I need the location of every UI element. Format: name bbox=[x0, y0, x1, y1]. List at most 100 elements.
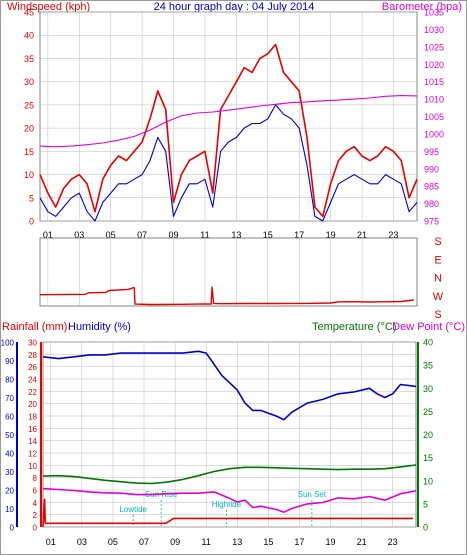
rainfall-tick: 22 bbox=[28, 388, 37, 397]
rainfall-tick: 2 bbox=[33, 511, 38, 520]
barometer-tick: 995 bbox=[424, 147, 439, 157]
rainfall-tick: 8 bbox=[33, 474, 38, 483]
wind-hour-tick-labels: 01 03 05 07 09 11 13 15 17 19 21 23 bbox=[43, 230, 399, 240]
barometer-tick: 1025 bbox=[424, 42, 444, 52]
rainfall-tick: 18 bbox=[28, 413, 37, 422]
wind-direction-plot-area bbox=[39, 237, 418, 307]
windspeed-tick: 35 bbox=[24, 54, 34, 64]
wind-hour-tick: 05 bbox=[106, 230, 116, 240]
rainfall-tick: 20 bbox=[28, 400, 37, 409]
dewpoint-axis-label: Dew Point (°C) bbox=[392, 321, 465, 333]
rain-humidity-temperature-series bbox=[42, 350, 417, 528]
humidity-tick: 100 bbox=[1, 339, 15, 348]
wind-hour-tick: 23 bbox=[388, 230, 398, 240]
compass-label-n: N bbox=[434, 273, 442, 285]
barometer-tick: 990 bbox=[424, 164, 439, 174]
compass-label-w: W bbox=[433, 291, 444, 303]
barometer-tick: 985 bbox=[424, 182, 439, 192]
rain-hour-tick: 21 bbox=[357, 537, 367, 547]
wind-hour-tick: 19 bbox=[326, 230, 336, 240]
compass-label-e: E bbox=[434, 254, 441, 266]
rain-hour-tick: 13 bbox=[232, 537, 242, 547]
windspeed-tick: 10 bbox=[24, 170, 34, 180]
annotation-label: Lowtide bbox=[119, 505, 147, 514]
rain-hour-tick: 15 bbox=[263, 537, 273, 547]
humidity-tick: 90 bbox=[5, 357, 14, 366]
temperature-tick: 5 bbox=[423, 499, 428, 509]
rainfall-axis-label: Rainfall (mm) bbox=[2, 321, 67, 333]
wind-direction-grid bbox=[47, 238, 394, 306]
rainfall-tick: 24 bbox=[28, 376, 37, 385]
humidity-tick: 20 bbox=[5, 487, 14, 496]
rainfall-tick: 0 bbox=[33, 524, 38, 533]
barometer-tick: 1020 bbox=[424, 60, 444, 70]
rainfall-tick: 16 bbox=[28, 425, 37, 434]
windspeed-tick: 20 bbox=[24, 124, 34, 134]
series-humidity-line bbox=[42, 350, 417, 421]
humidity-tick: 40 bbox=[5, 450, 14, 459]
series-dew-point-line bbox=[42, 487, 417, 513]
temperature-tick-labels: 0 5 10 15 20 25 30 35 40 bbox=[423, 338, 433, 533]
barometer-tick: 1010 bbox=[424, 95, 444, 105]
temperature-tick: 20 bbox=[423, 430, 433, 440]
windspeed-tick-labels: 0 5 10 15 20 25 30 35 40 45 bbox=[24, 8, 34, 227]
wind-hour-tick: 15 bbox=[263, 230, 273, 240]
windspeed-tick: 15 bbox=[24, 147, 34, 157]
rain-hour-tick: 01 bbox=[46, 537, 56, 547]
wind-hour-tick: 09 bbox=[169, 230, 179, 240]
chart-title: 24 hour graph day : 04 July 2014 bbox=[154, 1, 315, 13]
annotation-label: Hightide bbox=[212, 500, 242, 509]
wind-hour-tick: 11 bbox=[200, 230, 209, 240]
barometer-tick: 1000 bbox=[424, 129, 444, 139]
rainfall-tick: 12 bbox=[28, 450, 37, 459]
windspeed-tick: 5 bbox=[29, 193, 34, 203]
wind-hour-tick: 13 bbox=[231, 230, 241, 240]
humidity-tick: 0 bbox=[10, 524, 15, 533]
windspeed-tick: 25 bbox=[24, 100, 34, 110]
windspeed-tick: 40 bbox=[24, 31, 34, 41]
wind-direction-series bbox=[39, 286, 414, 306]
humidity-tick: 10 bbox=[5, 505, 14, 514]
humidity-tick: 50 bbox=[5, 431, 14, 440]
series-temperature-line bbox=[42, 464, 417, 485]
rain-hour-tick: 11 bbox=[202, 537, 211, 547]
series-direction-line bbox=[39, 286, 414, 306]
humidity-axis-label: Humidity (%) bbox=[68, 321, 131, 333]
series-gust-line bbox=[39, 43, 418, 218]
wind-barometer-plot-area bbox=[39, 11, 418, 222]
windspeed-tick: 30 bbox=[24, 77, 34, 87]
temperature-tick: 35 bbox=[423, 361, 433, 371]
wind-hour-tick: 21 bbox=[357, 230, 367, 240]
humidity-tick: 30 bbox=[5, 468, 14, 477]
temperature-tick: 25 bbox=[423, 407, 433, 417]
annotation-label: Sun Set bbox=[298, 490, 327, 499]
rainfall-tick: 10 bbox=[28, 462, 37, 471]
barometer-tick: 975 bbox=[424, 217, 439, 227]
rain-hour-tick: 17 bbox=[294, 537, 304, 547]
temperature-tick: 30 bbox=[423, 384, 433, 394]
wind-hour-tick: 07 bbox=[137, 230, 147, 240]
rainfall-tick: 14 bbox=[28, 437, 37, 446]
rainfall-tick: 30 bbox=[28, 339, 37, 348]
temperature-tick: 0 bbox=[423, 523, 428, 533]
rain-hour-tick: 05 bbox=[108, 537, 118, 547]
rain-hour-tick: 07 bbox=[139, 537, 149, 547]
windspeed-tick: 0 bbox=[29, 217, 34, 227]
temperature-axis-label: Temperature (°C) bbox=[312, 321, 396, 333]
wind-barometer-series bbox=[39, 43, 418, 222]
rainfall-tick: 26 bbox=[28, 363, 37, 372]
barometer-axis-label: Barometer (hpa) bbox=[382, 1, 462, 13]
series-windspeed-line bbox=[39, 104, 418, 222]
temperature-tick: 10 bbox=[423, 476, 433, 486]
windspeed-axis-label: Windspeed (kph) bbox=[7, 1, 90, 13]
barometer-tick: 1005 bbox=[424, 112, 444, 122]
rain-humidity-grid bbox=[43, 341, 416, 528]
wind-hour-tick: 03 bbox=[74, 230, 84, 240]
rain-hour-tick: 03 bbox=[77, 537, 87, 547]
